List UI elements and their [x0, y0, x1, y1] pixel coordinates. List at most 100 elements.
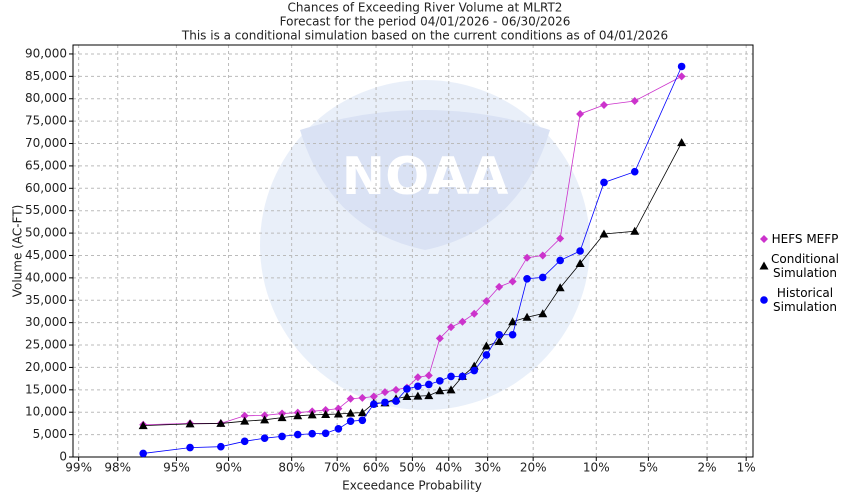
marker	[482, 297, 491, 306]
marker	[369, 400, 378, 408]
legend: HEFS MEFP Conditional Simulation Historica…	[758, 232, 848, 320]
marker	[556, 256, 564, 265]
marker	[260, 415, 270, 424]
marker	[334, 424, 343, 433]
marker	[482, 351, 491, 359]
y-tick-label: 0	[59, 450, 67, 464]
marker	[538, 273, 547, 282]
marker	[576, 109, 585, 118]
x-tick-label: 50%	[399, 461, 426, 475]
marker	[495, 330, 503, 339]
y-tick-label: 55,000	[25, 203, 67, 217]
marker	[470, 366, 479, 375]
marker	[240, 411, 249, 420]
legend-label: Conditional Simulation	[771, 252, 839, 280]
marker	[413, 391, 423, 400]
marker	[538, 309, 548, 318]
marker	[369, 392, 378, 401]
legend-label: HEFS MEFP	[771, 232, 839, 246]
y-tick-label: 25,000	[25, 338, 67, 352]
marker	[447, 372, 455, 381]
marker	[138, 421, 148, 430]
legend-swatch	[760, 235, 768, 243]
marker	[217, 442, 225, 451]
marker	[240, 437, 249, 446]
marker	[538, 251, 547, 260]
marker	[470, 309, 479, 318]
marker	[435, 386, 445, 395]
marker	[555, 283, 565, 292]
marker	[414, 382, 422, 391]
y-tick-label: 75,000	[25, 114, 67, 128]
marker	[358, 393, 367, 402]
marker	[185, 419, 195, 428]
marker	[630, 96, 639, 105]
marker	[495, 282, 504, 291]
marker	[446, 385, 456, 394]
marker	[481, 341, 491, 350]
legend-item: Conditional Simulation	[758, 252, 848, 280]
marker	[357, 408, 367, 417]
marker	[424, 371, 433, 380]
marker	[346, 394, 355, 403]
marker	[425, 380, 433, 389]
marker	[458, 372, 467, 381]
marker	[392, 385, 401, 394]
chart-subtitle: This is a conditional simulation based o…	[181, 29, 668, 43]
marker	[677, 72, 686, 81]
x-tick-label: 60%	[363, 461, 390, 475]
legend-swatch	[759, 261, 769, 270]
marker	[321, 429, 330, 438]
watermark: NOAA	[260, 80, 590, 410]
marker	[435, 334, 444, 343]
marker	[413, 373, 422, 382]
y-tick-label: 65,000	[25, 158, 67, 172]
y-tick-label: 5,000	[33, 427, 67, 441]
y-tick-label: 60,000	[25, 181, 67, 195]
y-tick-label: 15,000	[25, 382, 67, 396]
marker	[677, 138, 687, 147]
marker	[522, 312, 532, 321]
marker	[760, 235, 768, 243]
y-tick-label: 90,000	[25, 46, 67, 60]
legend-item: HEFS MEFP	[758, 232, 848, 246]
x-tick-label: 99%	[65, 461, 92, 475]
x-tick-label: 20%	[520, 461, 547, 475]
x-tick-label: 2%	[698, 461, 717, 475]
x-tick-label: 1%	[737, 461, 756, 475]
marker	[556, 234, 565, 243]
marker	[508, 330, 517, 339]
marker	[346, 417, 355, 425]
marker	[139, 449, 147, 458]
marker	[293, 411, 303, 420]
marker	[293, 430, 302, 439]
y-tick-label: 35,000	[25, 293, 67, 307]
marker	[759, 261, 769, 270]
x-tick-label: 40%	[435, 461, 462, 475]
y-tick-label: 70,000	[25, 136, 67, 150]
marker	[346, 408, 356, 417]
marker	[380, 388, 389, 397]
x-tick-label: 70%	[324, 461, 351, 475]
x-tick-label: 98%	[104, 461, 131, 475]
y-tick-label: 10,000	[25, 405, 67, 419]
marker	[494, 336, 504, 345]
marker	[381, 398, 389, 407]
marker	[307, 410, 317, 419]
watermark-text: NOAA	[342, 147, 509, 207]
chart-subtitle: Forecast for the period 04/01/2026 - 06/…	[280, 15, 571, 29]
legend-swatch	[760, 296, 768, 304]
marker	[436, 377, 444, 385]
x-tick-label: 10%	[583, 461, 610, 475]
marker	[599, 229, 609, 238]
marker	[402, 392, 412, 401]
x-axis-label: Exceedance Probability	[342, 479, 482, 493]
marker	[403, 385, 411, 393]
marker	[392, 397, 400, 405]
marker	[277, 413, 287, 422]
y-tick-label: 30,000	[25, 315, 67, 329]
y-tick-label: 85,000	[25, 69, 67, 83]
marker	[333, 409, 343, 418]
marker	[321, 409, 331, 418]
